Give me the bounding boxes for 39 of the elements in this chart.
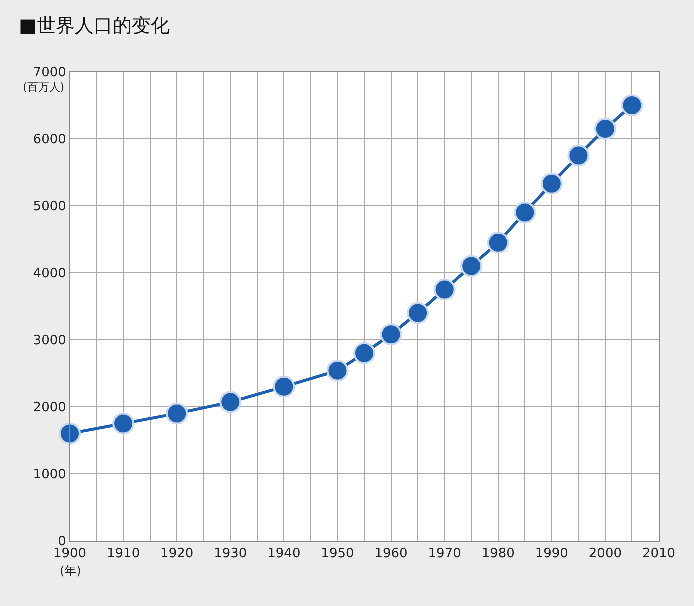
y-tick-label: 6000 [33,132,66,148]
point [594,118,616,140]
x-tick-label: 1980 [482,546,515,562]
chart-title: ■世界人口的变化 [19,15,170,37]
point [273,376,296,398]
point [568,144,590,167]
point [514,202,536,224]
y-tick-label: 1000 [33,468,66,483]
x-tick-label: 1920 [160,546,194,562]
x-tick-label: 1940 [268,546,301,562]
point [112,412,135,435]
point [354,342,376,364]
point [460,255,483,278]
y-tick-label: 4000 [33,266,66,282]
x-axis-title: (年) [60,564,82,578]
x-tick-label: 1950 [321,546,354,562]
x-tick-label: 1990 [535,546,568,562]
point [487,232,510,254]
x-tick-label: 1930 [214,546,248,562]
y-tick-label: 7000 [33,66,66,81]
x-tick-label: 1970 [428,546,462,562]
point [326,360,349,382]
y-tick-label: 2000 [33,400,66,416]
point [434,278,456,301]
x-tick-label: 2000 [588,546,622,562]
x-tick-label: 1960 [374,546,408,562]
y-tick-label: 3000 [33,334,66,349]
y-axis-title: (百万人) [23,81,65,94]
point [59,422,81,445]
point [380,324,402,346]
x-tick-label: 1910 [107,546,140,562]
y-tick-label: 5000 [33,200,66,215]
point [621,94,644,116]
point [220,391,242,414]
x-tick-label: 1900 [53,546,87,562]
point [407,302,430,324]
point [540,172,563,195]
x-tick-label: 2010 [642,546,676,562]
point [166,402,188,425]
